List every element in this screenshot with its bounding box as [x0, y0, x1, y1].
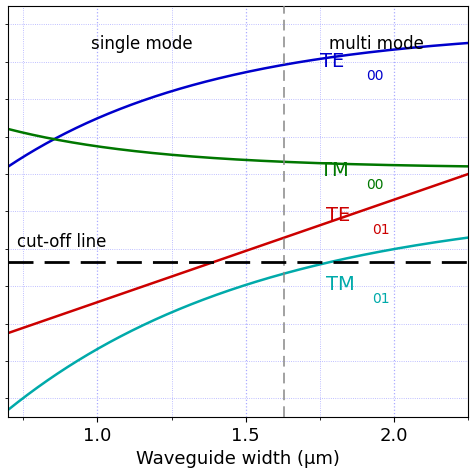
Text: 00: 00 [366, 178, 383, 192]
Text: 01: 01 [372, 223, 390, 237]
Text: multi mode: multi mode [329, 36, 424, 54]
Text: cut-off line: cut-off line [17, 233, 107, 251]
Text: single mode: single mode [91, 36, 193, 54]
Text: 01: 01 [372, 292, 390, 306]
Text: TM: TM [326, 275, 355, 294]
Text: 00: 00 [366, 69, 383, 83]
Text: TE: TE [320, 52, 344, 71]
Text: TE: TE [326, 206, 350, 225]
Text: TM: TM [320, 161, 349, 180]
X-axis label: Waveguide width (μm): Waveguide width (μm) [137, 450, 340, 468]
